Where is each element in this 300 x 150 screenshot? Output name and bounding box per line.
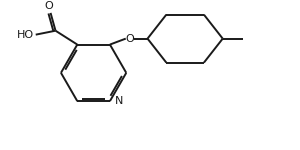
- Text: O: O: [125, 34, 134, 44]
- Text: N: N: [115, 96, 123, 106]
- Text: HO: HO: [17, 30, 34, 40]
- Text: O: O: [44, 1, 53, 11]
